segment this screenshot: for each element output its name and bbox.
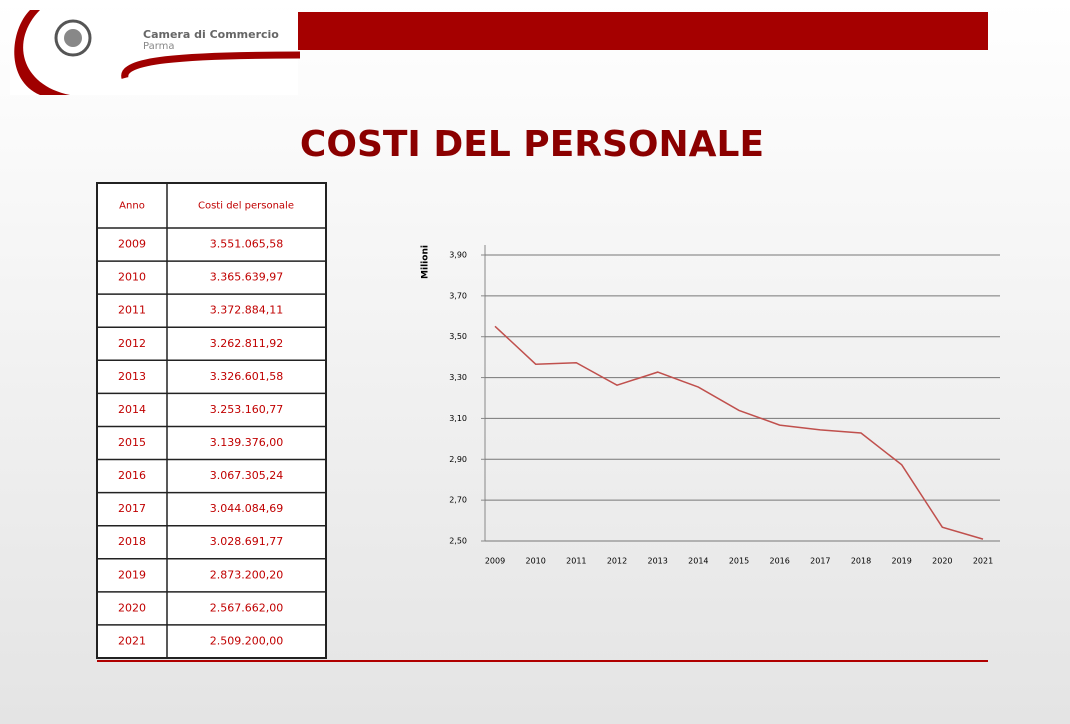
x-tick-label: 2012: [607, 557, 627, 566]
table-cell: 3.044.084,69: [210, 502, 283, 515]
table-cell: 2017: [118, 502, 146, 515]
y-tick-label: 3,90: [449, 251, 467, 260]
x-tick-label: 2018: [851, 557, 871, 566]
y-tick-label: 2,50: [449, 537, 467, 546]
table-cell: 2013: [118, 370, 146, 383]
x-tick-label: 2010: [525, 557, 545, 566]
slide-title: COSTI DEL PERSONALE: [300, 124, 764, 165]
table-cell: 3.253.160,77: [210, 403, 283, 416]
table-cell: 3.551.065,58: [210, 238, 283, 251]
y-tick-label: 3,30: [449, 373, 467, 382]
table-cell: 2.873.200,20: [210, 568, 283, 581]
x-tick-label: 2013: [647, 557, 667, 566]
x-tick-label: 2009: [485, 557, 505, 566]
table-cell: 3.326.601,58: [210, 370, 283, 383]
table-cell: 2021: [118, 634, 146, 647]
x-tick-label: 2015: [729, 557, 749, 566]
y-tick-label: 2,90: [449, 455, 467, 464]
org-city: Parma: [143, 41, 175, 52]
x-tick-label: 2019: [891, 557, 911, 566]
table-cell: 3.067.305,24: [210, 469, 283, 482]
table-cell: 2011: [118, 304, 146, 317]
table-cell: 2019: [118, 568, 146, 581]
table-frame: [96, 182, 327, 659]
x-tick-label: 2020: [932, 557, 952, 566]
y-tick-label: 2,70: [449, 496, 467, 505]
table-cell: 2.567.662,00: [210, 601, 283, 614]
table-cell: 3.028.691,77: [210, 535, 283, 548]
table-cell: 2010: [118, 271, 146, 284]
header-bar: [298, 12, 988, 50]
chart: Milioni 2,50 2,70 2,90 3,10 3,30 3,50 3,70 3,90 2…: [421, 245, 1000, 566]
logo-curve: [14, 10, 70, 95]
table-cell: 2009: [118, 238, 146, 251]
column-header: Costi del personale: [198, 201, 294, 212]
logo-emblem-inner: [64, 29, 82, 47]
table-cell: 2.509.200,00: [210, 634, 283, 647]
table-cell: 3.372.884,11: [210, 304, 283, 317]
table: Anno Costi del personale 2009 3.551.065,58 2…: [96, 182, 327, 659]
table-cell: 2016: [118, 469, 146, 482]
table-cell: 3.262.811,92: [210, 337, 283, 350]
y-axis-title: Milioni: [421, 245, 431, 279]
table-cell: 3.365.639,97: [210, 271, 283, 284]
table-cell: 2012: [118, 337, 146, 350]
x-tick-label: 2014: [688, 557, 708, 566]
x-tick-label: 2021: [973, 557, 993, 566]
table-cell: 2018: [118, 535, 146, 548]
data-line: [494, 325, 984, 540]
table-cell: 2020: [118, 601, 146, 614]
y-tick-label: 3,10: [449, 414, 467, 423]
table-cell: 3.139.376,00: [210, 436, 283, 449]
table-cell: 2014: [118, 403, 146, 416]
table-cell: 2015: [118, 436, 146, 449]
column-header: Anno: [119, 201, 145, 212]
x-tick-label: 2017: [810, 557, 830, 566]
x-tick-label: 2016: [769, 557, 789, 566]
y-tick-label: 3,70: [449, 291, 467, 300]
x-tick-label: 2011: [566, 557, 586, 566]
logo-swoosh: [121, 51, 301, 79]
org-name: Camera di Commercio: [143, 28, 279, 41]
y-tick-label: 3,50: [449, 332, 467, 341]
